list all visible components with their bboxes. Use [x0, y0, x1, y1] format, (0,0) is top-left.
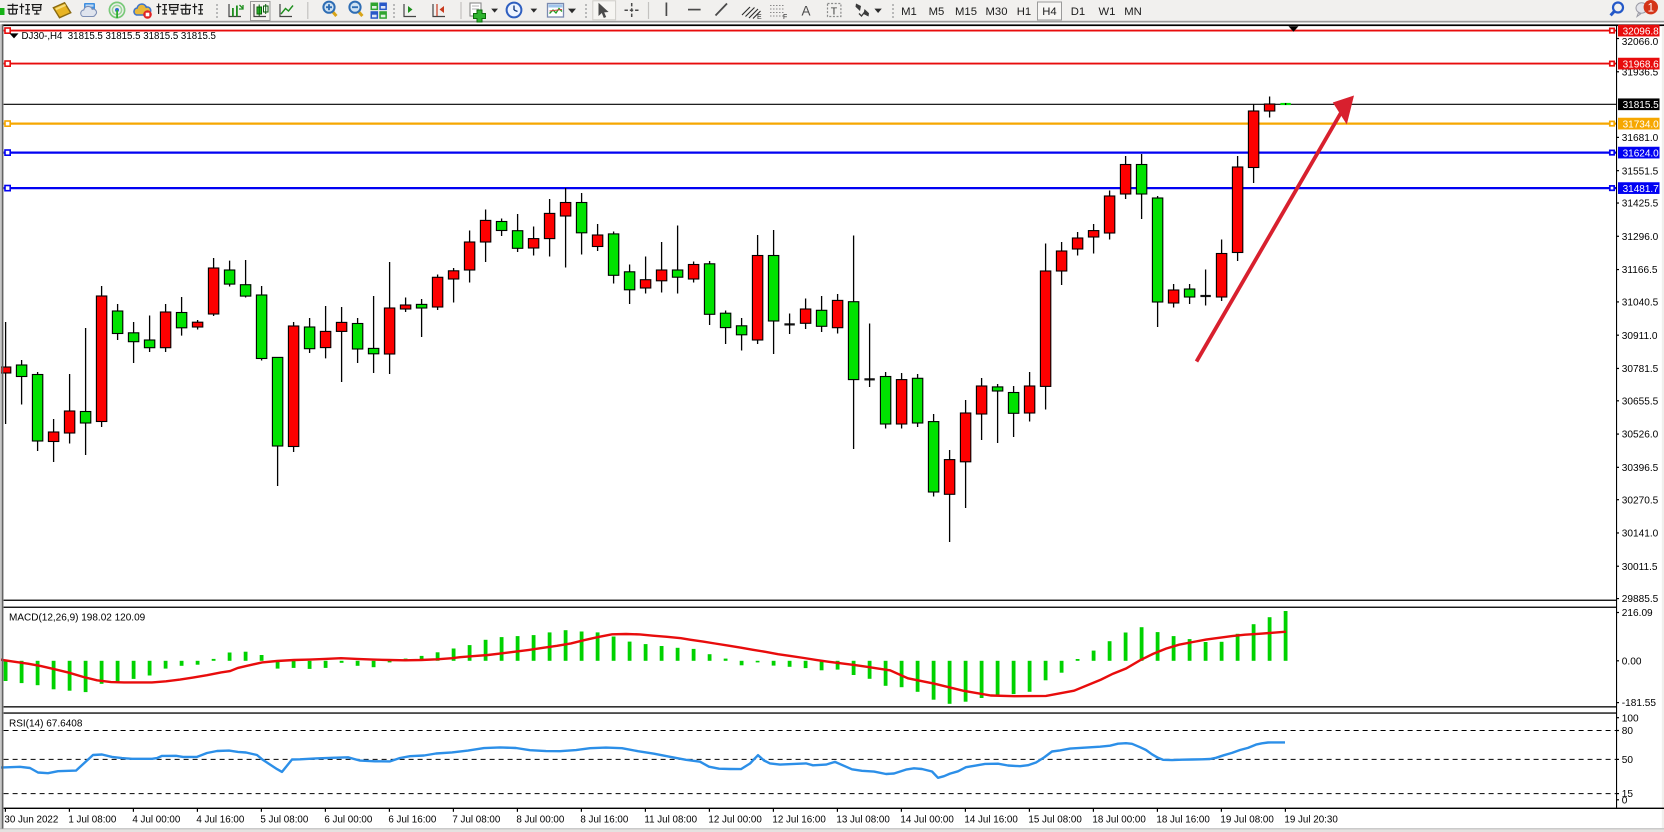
svg-text:M30: M30: [986, 6, 1008, 18]
svg-text:4 Jul 16:00: 4 Jul 16:00: [196, 814, 244, 825]
svg-text:14 Jul 00:00: 14 Jul 00:00: [900, 814, 954, 825]
svg-text:30655.5: 30655.5: [1622, 396, 1659, 407]
svg-text:D1: D1: [1071, 6, 1085, 18]
svg-text:32066.0: 32066.0: [1622, 37, 1659, 48]
svg-text:8 Jul 00:00: 8 Jul 00:00: [516, 814, 564, 825]
svg-text:E: E: [757, 14, 762, 21]
svg-text:31040.5: 31040.5: [1622, 298, 1659, 309]
svg-text:50: 50: [1622, 755, 1634, 766]
svg-text:31681.0: 31681.0: [1622, 133, 1659, 144]
svg-text:19 Jul 08:00: 19 Jul 08:00: [1220, 814, 1274, 825]
svg-text:31166.5: 31166.5: [1622, 265, 1658, 276]
svg-text:T: T: [831, 5, 838, 17]
svg-text:31624.0: 31624.0: [1623, 148, 1660, 159]
svg-text:32096.8: 32096.8: [1623, 26, 1660, 37]
svg-text:DJ30-,H4 31815.5 31815.5 3181: DJ30-,H4 31815.5 31815.5 31815.5 31815.5: [22, 31, 216, 42]
svg-text:H1: H1: [1017, 6, 1031, 18]
svg-text:31551.5: 31551.5: [1622, 166, 1659, 177]
svg-text:F: F: [783, 14, 787, 21]
svg-text:30270.5: 30270.5: [1622, 495, 1659, 506]
svg-text:30011.5: 30011.5: [1622, 562, 1658, 573]
svg-text:31968.6: 31968.6: [1623, 59, 1660, 70]
svg-text:A: A: [802, 4, 811, 19]
svg-text:13 Jul 08:00: 13 Jul 08:00: [836, 814, 890, 825]
svg-text:8 Jul 16:00: 8 Jul 16:00: [580, 814, 628, 825]
svg-text:M15: M15: [955, 6, 977, 18]
svg-text:80: 80: [1622, 726, 1634, 737]
svg-text:M1: M1: [901, 6, 917, 18]
svg-text:15: 15: [1622, 789, 1634, 800]
svg-text:29885.5: 29885.5: [1622, 594, 1659, 605]
svg-text:30 Jun 2022: 30 Jun 2022: [4, 814, 58, 825]
svg-text:31734.0: 31734.0: [1623, 119, 1660, 130]
svg-text:31815.5: 31815.5: [1623, 100, 1660, 111]
svg-text:1 Jul 08:00: 1 Jul 08:00: [68, 814, 116, 825]
svg-text:5 Jul 08:00: 5 Jul 08:00: [260, 814, 308, 825]
svg-text:RSI(14) 67.6408: RSI(14) 67.6408: [9, 719, 83, 730]
svg-text:-181.55: -181.55: [1622, 698, 1657, 709]
svg-text:M5: M5: [929, 6, 945, 18]
svg-text:0: 0: [1622, 795, 1628, 806]
svg-text:4 Jul 00:00: 4 Jul 00:00: [132, 814, 180, 825]
svg-text:30526.0: 30526.0: [1622, 430, 1659, 441]
svg-text:30396.5: 30396.5: [1622, 463, 1659, 474]
svg-text:31296.0: 31296.0: [1622, 232, 1659, 243]
svg-text:MACD(12,26,9) 198.02 120.09: MACD(12,26,9) 198.02 120.09: [9, 613, 146, 624]
svg-text:MN: MN: [1124, 6, 1142, 18]
svg-text:30141.0: 30141.0: [1622, 529, 1659, 540]
svg-text:14 Jul 16:00: 14 Jul 16:00: [964, 814, 1018, 825]
svg-text:12 Jul 16:00: 12 Jul 16:00: [772, 814, 826, 825]
svg-text:18 Jul 16:00: 18 Jul 16:00: [1156, 814, 1210, 825]
svg-text:19 Jul 20:30: 19 Jul 20:30: [1284, 814, 1338, 825]
svg-text:30781.5: 30781.5: [1622, 364, 1659, 375]
svg-text:31481.7: 31481.7: [1623, 184, 1660, 195]
svg-text:6 Jul 00:00: 6 Jul 00:00: [324, 814, 372, 825]
svg-text:6 Jul 16:00: 6 Jul 16:00: [388, 814, 436, 825]
svg-text:30911.0: 30911.0: [1622, 331, 1658, 342]
svg-text:31425.5: 31425.5: [1622, 199, 1659, 210]
svg-text:0.00: 0.00: [1622, 656, 1642, 667]
svg-text:7 Jul 08:00: 7 Jul 08:00: [452, 814, 500, 825]
svg-text:100: 100: [1622, 713, 1639, 724]
svg-text:W1: W1: [1099, 6, 1116, 18]
svg-text:11 Jul 08:00: 11 Jul 08:00: [644, 814, 697, 825]
svg-text:216.09: 216.09: [1622, 608, 1653, 619]
svg-text:18 Jul 00:00: 18 Jul 00:00: [1092, 814, 1146, 825]
svg-text:1: 1: [1648, 2, 1654, 14]
svg-text:15 Jul 08:00: 15 Jul 08:00: [1028, 814, 1082, 825]
svg-text:12 Jul 00:00: 12 Jul 00:00: [708, 814, 762, 825]
svg-text:31936.5: 31936.5: [1622, 67, 1659, 78]
svg-text:H4: H4: [1042, 6, 1056, 18]
